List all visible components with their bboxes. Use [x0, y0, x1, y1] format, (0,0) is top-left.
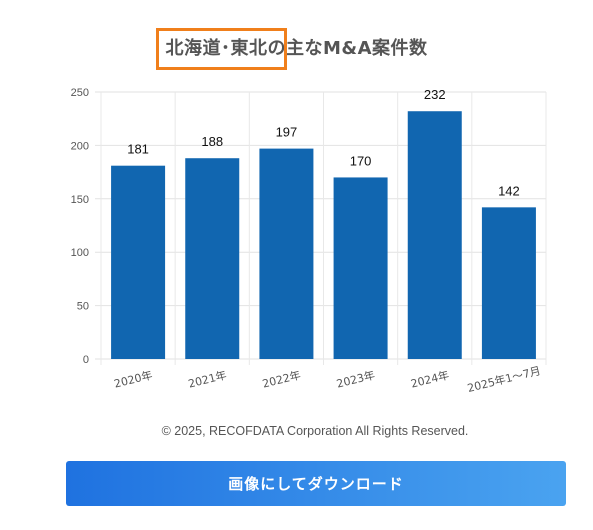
bar-value-label: 188	[201, 134, 223, 149]
bar-value-label: 170	[350, 153, 372, 168]
y-tick-label: 250	[71, 87, 89, 99]
y-tick-label: 50	[77, 301, 89, 313]
x-tick-label: 2020年	[113, 368, 154, 391]
y-tick-label: 150	[71, 194, 89, 206]
x-tick-label: 2024年	[409, 368, 450, 391]
bar-layer	[111, 111, 536, 359]
y-tick-label: 0	[83, 354, 89, 366]
bar-value-label: 181	[127, 142, 149, 157]
axis-layer: 0 50 100 150 200 250	[71, 87, 89, 366]
x-tick-label: 2023年	[335, 368, 376, 391]
copyright-text: © 2025, RECOFDATA Corporation All Rights…	[161, 424, 469, 438]
bar	[111, 165, 166, 359]
y-tick-label: 200	[71, 140, 89, 152]
label-layer: 181 2020年 188 2021年 197 2022年 170 2023年 232 2024年…	[113, 87, 543, 395]
chart-title: 北海道･東北の主なM&A案件数	[165, 38, 428, 59]
bar	[333, 177, 388, 359]
x-tick-label: 2022年	[261, 368, 302, 391]
bar-value-label: 142	[498, 183, 520, 198]
download-image-button[interactable]: 画像にしてダウンロード	[66, 461, 566, 506]
grid-layer	[95, 91, 547, 365]
bar-chart: 0 50 100 150 200 250 181 2020年 188 2021年 197 2022年…	[71, 87, 547, 395]
x-tick-label: 2021年	[187, 368, 228, 391]
bar	[185, 158, 240, 359]
bar	[407, 111, 462, 359]
y-tick-label: 100	[71, 247, 89, 259]
bar-value-label: 232	[424, 87, 446, 102]
x-tick-label: 2025年1～7月	[466, 363, 542, 395]
bar	[259, 148, 314, 359]
title-highlight-box	[156, 28, 287, 70]
bar	[481, 207, 536, 359]
bar-value-label: 197	[276, 125, 298, 140]
